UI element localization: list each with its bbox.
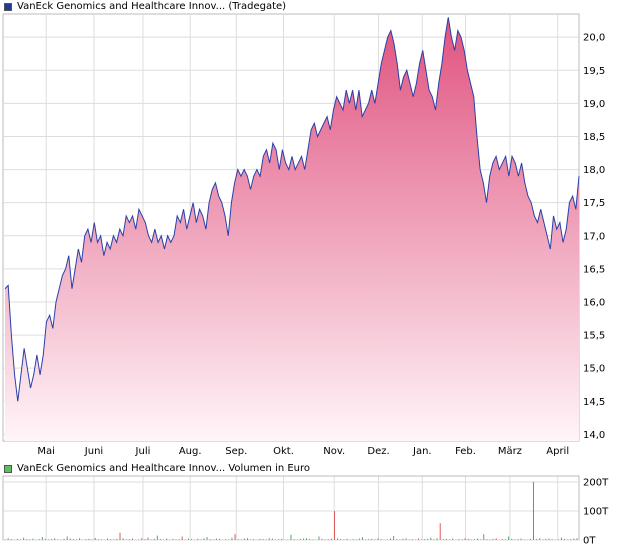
volume-y-tick-label: 100T <box>583 507 609 518</box>
volume-bars <box>4 482 578 540</box>
volume-plot-frame <box>2 475 580 541</box>
price-y-tick-label: 16,0 <box>583 297 605 308</box>
price-area-fill <box>5 17 579 442</box>
x-tick-label: März <box>498 446 522 457</box>
price-line <box>4 17 580 402</box>
price-legend-swatch <box>4 2 12 11</box>
volume-y-tick-label: 0T <box>583 536 596 546</box>
price-y-tick-label: 17,5 <box>583 198 605 209</box>
price-y-tick-label: 14,5 <box>583 397 605 408</box>
price-y-tick-label: 17,0 <box>583 231 605 242</box>
x-tick-label: Dez. <box>367 446 389 457</box>
x-tick-label: Okt. <box>273 446 294 457</box>
volume-legend-swatch <box>4 464 12 473</box>
x-tick-label: Nov. <box>323 446 345 457</box>
x-tick-label: Aug. <box>179 446 202 457</box>
price-y-tick-label: 18,5 <box>583 132 605 143</box>
price-y-tick-label: 15,5 <box>583 331 605 342</box>
price-area <box>4 17 580 442</box>
volume-grid <box>2 475 580 541</box>
x-tick-label: Jan. <box>412 446 432 457</box>
price-y-tick-label: 19,5 <box>583 66 605 77</box>
price-y-tick-label: 16,5 <box>583 264 605 275</box>
x-tick-label: Juli <box>135 446 151 457</box>
x-tick-label: Sep. <box>225 446 247 457</box>
price-y-tick-label: 14,0 <box>583 430 605 441</box>
price-y-tick-label: 15,0 <box>583 364 605 375</box>
volume-y-tick-label: 200T <box>583 478 609 489</box>
x-tick-label: Juni <box>84 446 103 457</box>
price-y-axis: 14,0 14,5 15,0 15,5 16,0 16,5 17,0 17,5 18,0 18,5… <box>583 33 605 441</box>
price-legend: VanEck Genomics and Healthcare Innov... … <box>4 1 286 12</box>
x-tick-label: Feb. <box>455 446 476 457</box>
price-y-tick-label: 19,0 <box>583 99 605 110</box>
volume-y-axis: 0T 100T 200T <box>583 478 609 546</box>
x-tick-label: Mai <box>37 446 55 457</box>
price-y-tick-label: 20,0 <box>583 33 605 44</box>
x-tick-label: April <box>546 446 569 457</box>
volume-legend-label: VanEck Genomics and Healthcare Innov... … <box>17 463 311 474</box>
x-axis: Mai Juni Juli Aug. Sep. Okt. Nov. Dez. Jan. Feb. M… <box>37 446 569 457</box>
volume-legend: VanEck Genomics and Healthcare Innov... … <box>4 463 310 474</box>
price-y-tick-label: 18,0 <box>583 165 605 176</box>
price-legend-label: VanEck Genomics and Healthcare Innov... … <box>17 1 287 12</box>
